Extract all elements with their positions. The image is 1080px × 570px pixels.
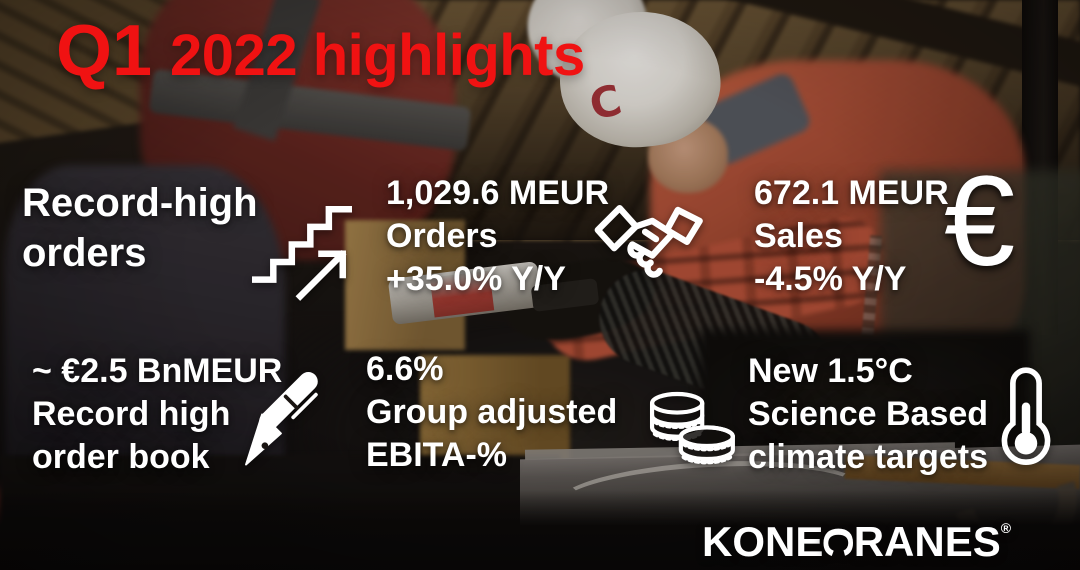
stat-sales-delta: -4.5% Y/Y [754, 260, 907, 299]
euro-sign-icon: € [944, 150, 1016, 293]
stat-ebita-label2: EBITA-% [366, 436, 508, 475]
stat-order-book-value: ~ €2.5 BnMEUR [32, 352, 283, 390]
coins-icon [640, 386, 744, 480]
stat-climate-line1: New 1.5°C [748, 352, 913, 390]
slide-title: Q1 2022 highlights [56, 10, 585, 92]
stairs-growth-icon [252, 196, 352, 304]
title-quarter: Q1 [56, 11, 153, 91]
stat-record-line2: orders [22, 231, 147, 275]
registered-trademark-mark: ® [1000, 520, 1012, 536]
stat-order-book: ~ €2.5 BnMEUR Record high order book [32, 350, 282, 480]
title-text: 2022 highlights [170, 23, 585, 88]
stat-orders-label: Orders [386, 217, 498, 256]
stat-ebita: 6.6% Group adjusted EBITA-% [366, 348, 617, 478]
stat-sales-label: Sales [754, 217, 843, 256]
stat-record-high-orders: Record-high orders [22, 178, 258, 278]
logo-part1: KONE [702, 518, 824, 565]
bottom-shadow [0, 490, 1080, 570]
stat-ebita-label1: Group adjusted [366, 393, 618, 432]
stat-climate-line3: climate targets [748, 438, 988, 477]
stat-sales-value: 672.1 MEUR [754, 174, 949, 212]
stat-orders: 1,029.6 MEUR Orders +35.0% Y/Y [386, 172, 609, 302]
stat-order-book-label2: order book [32, 438, 210, 477]
stat-ebita-value: 6.6% [366, 350, 444, 388]
stat-order-book-label1: Record high [32, 395, 231, 434]
pen-icon [236, 372, 324, 474]
stat-climate-line2: Science Based [748, 395, 989, 434]
stat-sales: 672.1 MEUR Sales -4.5% Y/Y [754, 172, 949, 302]
logo-part2: RANES [853, 518, 1001, 565]
handshake-icon [582, 190, 710, 290]
konecranes-logo: KONE C RANES ® [702, 518, 1011, 566]
stat-record-line1: Record-high [22, 181, 258, 225]
stat-orders-delta: +35.0% Y/Y [386, 260, 566, 299]
thermometer-icon [996, 362, 1056, 472]
stat-climate-targets: New 1.5°C Science Based climate targets [748, 350, 988, 480]
logo-stylized-c: C [815, 526, 863, 558]
stat-orders-value: 1,029.6 MEUR [386, 174, 609, 212]
